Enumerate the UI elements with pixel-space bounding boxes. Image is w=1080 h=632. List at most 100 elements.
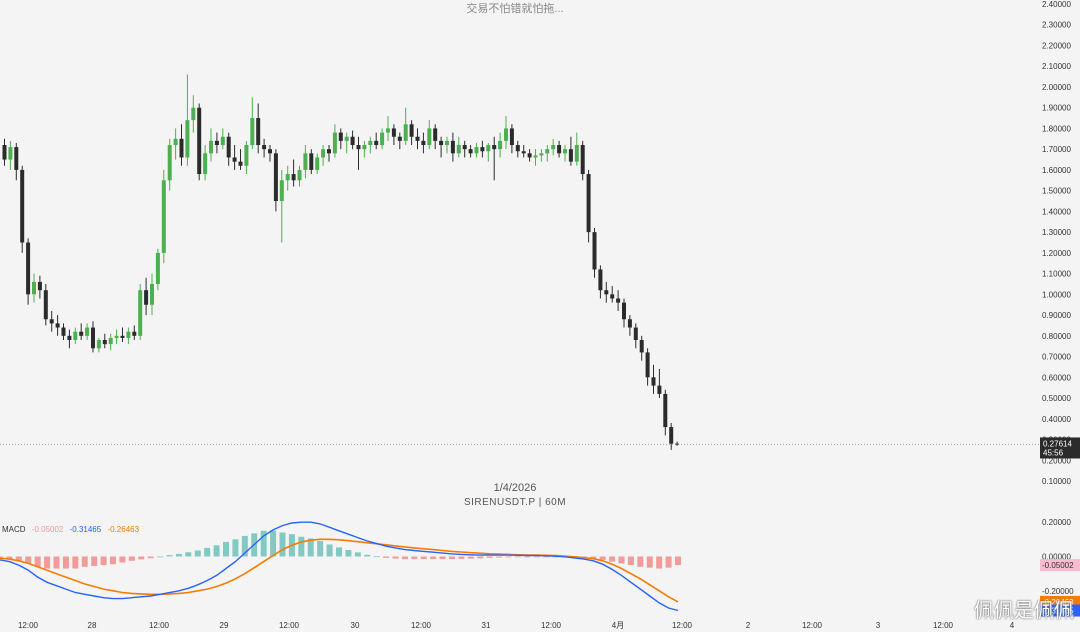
- macd-value-badge: [1040, 559, 1080, 572]
- macd-hist-bar: [590, 556, 597, 559]
- macd-hist-bar: [326, 544, 333, 557]
- date-label: 1/4/2026: [493, 482, 537, 494]
- candle: [568, 136, 573, 166]
- candle: [291, 159, 296, 187]
- candle: [397, 132, 402, 150]
- macd-hist-bar: [6, 556, 13, 560]
- macd-hist-bar: [656, 556, 663, 569]
- price-tick-label: 1.30000: [1042, 228, 1071, 237]
- price-axis: 2.40000 2.30000 2.20000 2.10000 2.00000 1.900…: [1042, 0, 1071, 486]
- candle: [445, 136, 449, 154]
- macd-line: [0, 521, 679, 612]
- candle: [96, 337, 101, 353]
- candle: [268, 145, 272, 162]
- candle: [61, 323, 66, 340]
- macd-hist-bar: [15, 556, 22, 561]
- candle: [332, 124, 337, 158]
- candle: [279, 169, 284, 243]
- macd-hist-bar: [373, 556, 380, 558]
- time-tick-label: 29: [220, 621, 229, 630]
- candle: [102, 333, 107, 349]
- time-axis: 12:00 28 12:00 29 12:00 30 12:00 31 12:00 4月 12:00…: [18, 621, 1015, 630]
- macd-hist-bar: [383, 556, 390, 558]
- candle: [492, 136, 497, 181]
- candle: [421, 132, 426, 154]
- price-tick-label: 0.40000: [1042, 415, 1071, 424]
- candle: [8, 140, 13, 170]
- macd-legend[interactable]: MACD -0.05002 -0.31465 -0.26463: [2, 525, 143, 534]
- macd-hist-bar: [91, 556, 98, 566]
- candle: [527, 149, 532, 162]
- candle: [79, 323, 84, 340]
- price-tick-label: 2.00000: [1042, 83, 1071, 92]
- candle: [415, 128, 420, 150]
- candle: [551, 138, 556, 156]
- candle: [368, 136, 373, 154]
- macd-hist-bar: [194, 550, 201, 557]
- macd-hist-bar: [411, 556, 418, 560]
- candle: [321, 145, 326, 166]
- candle: [627, 315, 632, 336]
- time-tick-label: 12:00: [802, 621, 823, 630]
- candle: [675, 441, 680, 446]
- macd-hist-bar: [317, 541, 324, 557]
- macd-hist-bar: [458, 556, 465, 559]
- macd-value-label: -0.31465: [1042, 607, 1074, 616]
- price-tick-label: 0.70000: [1042, 353, 1071, 362]
- macd-legend-hist: -0.05002: [31, 525, 64, 534]
- candle: [574, 132, 579, 166]
- candle: [439, 136, 444, 158]
- candle: [515, 140, 520, 158]
- macd-value-badge: [1040, 604, 1080, 617]
- macd-hist-bar: [62, 556, 69, 569]
- price-tick-label: 1.00000: [1042, 290, 1071, 299]
- time-tick-label: 4: [1010, 621, 1015, 630]
- macd-hist-bar: [420, 556, 427, 560]
- macd-axis: 0.20000 0.00000 -0.20000 -0.05002 -0.26463-0…: [1040, 518, 1080, 617]
- macd-hist-bar: [514, 556, 521, 558]
- candle: [657, 369, 662, 399]
- price-tick-label: 0.20000: [1042, 456, 1071, 465]
- macd-hist-bar: [439, 556, 446, 560]
- time-tick-label: 4月: [612, 621, 624, 630]
- candle: [2, 138, 7, 166]
- price-tick-label: 0.60000: [1042, 373, 1071, 382]
- candle: [309, 149, 314, 175]
- countdown-label: 45:56: [1043, 448, 1064, 457]
- price-tick-label: 2.30000: [1042, 21, 1071, 30]
- time-tick-label: 2: [746, 621, 751, 630]
- candle: [533, 149, 538, 166]
- macd-hist-bar: [618, 556, 625, 564]
- macd-hist-bar: [675, 556, 681, 566]
- candle: [380, 128, 385, 150]
- macd-hist-bar: [270, 530, 277, 557]
- macd-legend-signal: -0.26463: [107, 525, 140, 534]
- candle: [433, 124, 438, 150]
- candle: [604, 281, 609, 303]
- macd-hist-bar: [81, 556, 88, 567]
- macd-hist-bar: [128, 556, 135, 561]
- candle: [37, 275, 42, 299]
- candle: [633, 323, 638, 349]
- candle: [480, 140, 485, 158]
- candle: [315, 153, 320, 175]
- candle: [226, 132, 231, 166]
- candle: [132, 325, 137, 340]
- macd-hist-bar: [467, 556, 474, 559]
- candle: [108, 333, 113, 351]
- candle: [120, 327, 125, 343]
- candle: [468, 145, 473, 158]
- macd-hist-bar: [401, 556, 408, 560]
- macd-hist-bar: [524, 556, 531, 558]
- candle: [616, 290, 621, 311]
- candle: [669, 422, 674, 450]
- price-tick-label: 1.40000: [1042, 207, 1071, 216]
- time-tick-label: 12:00: [279, 621, 300, 630]
- candle: [273, 149, 278, 212]
- candle: [167, 138, 172, 191]
- macd-hist-bar: [223, 541, 229, 557]
- candle: [161, 169, 166, 264]
- macd-hist-bar: [213, 545, 220, 557]
